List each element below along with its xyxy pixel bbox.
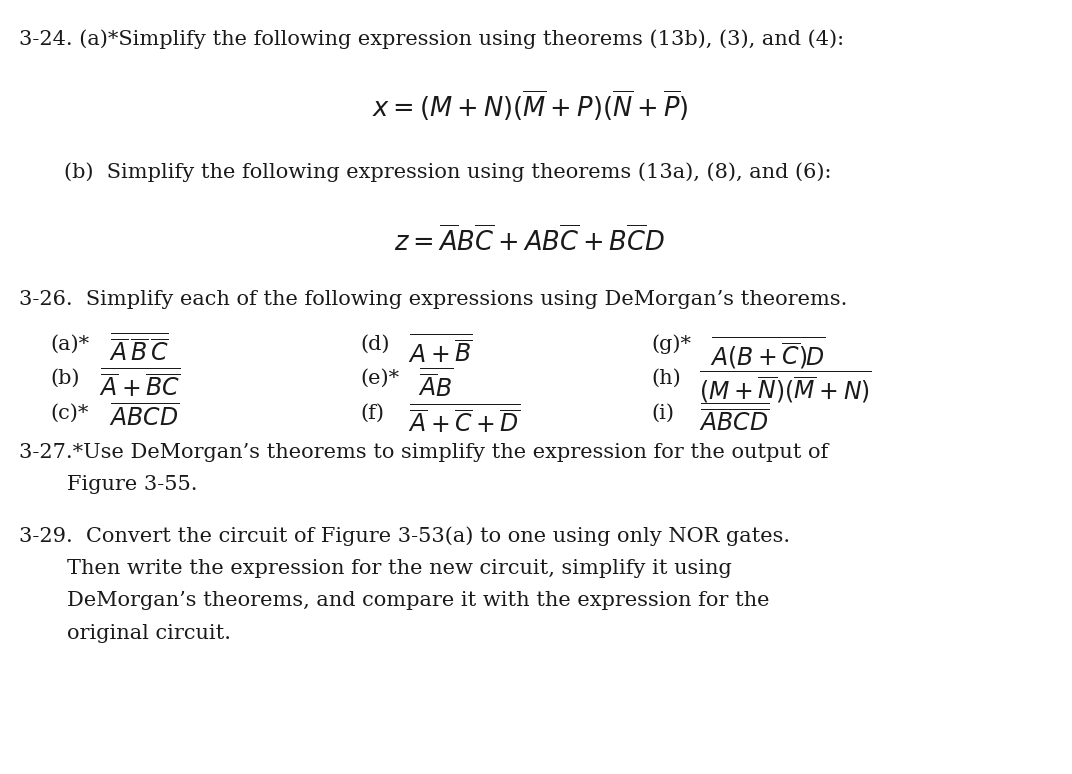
Text: $z = \overline{A}B\overline{C} + AB\overline{C} + B\overline{C}D$: $z = \overline{A}B\overline{C} + AB\over… xyxy=(394,224,666,255)
Text: (c)*: (c)* xyxy=(50,404,89,423)
Text: (b)  Simplify the following expression using theorems (13a), (8), and (6):: (b) Simplify the following expression us… xyxy=(63,163,831,182)
Text: $\overline{ABCD}$: $\overline{ABCD}$ xyxy=(109,404,179,431)
Text: (e)*: (e)* xyxy=(360,368,400,388)
Text: (h): (h) xyxy=(652,368,682,388)
Text: $\overline{\overline{A}\,\overline{B}\,\overline{C}}$: $\overline{\overline{A}\,\overline{B}\,\… xyxy=(109,334,169,367)
Text: DeMorgan’s theorems, and compare it with the expression for the: DeMorgan’s theorems, and compare it with… xyxy=(66,591,770,611)
Text: $\overline{\overline{A} + \overline{BC}}$: $\overline{\overline{A} + \overline{BC}}… xyxy=(99,368,180,402)
Text: (g)*: (g)* xyxy=(652,334,691,354)
Text: (a)*: (a)* xyxy=(50,334,90,354)
Text: $\overline{\overline{A}B}$: $\overline{\overline{A}B}$ xyxy=(418,368,455,402)
Text: 3-29.  Convert the circuit of Figure 3-53(a) to one using only NOR gates.: 3-29. Convert the circuit of Figure 3-53… xyxy=(19,526,790,546)
Text: $\overline{A + \overline{B}}$: $\overline{A + \overline{B}}$ xyxy=(408,334,473,368)
Text: $\overline{(M + \overline{N})(\overline{M} + N)}$: $\overline{(M + \overline{N})(\overline{… xyxy=(699,368,873,404)
Text: $\overline{\overline{ABCD}}$: $\overline{\overline{ABCD}}$ xyxy=(699,404,770,437)
Text: (i): (i) xyxy=(652,404,674,423)
Text: (f): (f) xyxy=(360,404,384,423)
Text: 3-24. (a)*Simplify the following expression using theorems (13b), (3), and (4):: 3-24. (a)*Simplify the following express… xyxy=(19,29,844,49)
Text: 3-27.*Use DeMorgan’s theorems to simplify the expression for the output of: 3-27.*Use DeMorgan’s theorems to simplif… xyxy=(19,443,829,462)
Text: (b): (b) xyxy=(50,368,80,388)
Text: (d): (d) xyxy=(360,334,390,354)
Text: $\overline{A(B + \overline{C})D}$: $\overline{A(B + \overline{C})D}$ xyxy=(710,334,825,370)
Text: original circuit.: original circuit. xyxy=(66,624,230,643)
Text: Then write the expression for the new circuit, simplify it using: Then write the expression for the new ci… xyxy=(66,559,731,578)
Text: Figure 3-55.: Figure 3-55. xyxy=(66,475,197,495)
Text: $\overline{\overline{A} + \overline{C} + \overline{D}}$: $\overline{\overline{A} + \overline{C} +… xyxy=(408,404,520,437)
Text: 3-26.  Simplify each of the following expressions using DeMorgan’s theorems.: 3-26. Simplify each of the following exp… xyxy=(19,290,848,310)
Text: $x = (M + N)(\overline{M} + P)(\overline{N} + \overline{P})$: $x = (M + N)(\overline{M} + P)(\overline… xyxy=(372,89,688,123)
